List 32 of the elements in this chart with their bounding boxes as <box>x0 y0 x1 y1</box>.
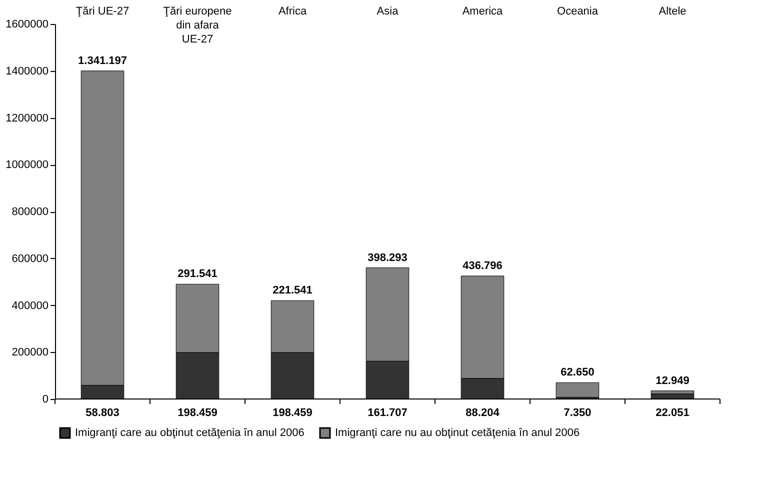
x-tick-label: Oceania <box>557 6 599 18</box>
data-label: 161.707 <box>368 407 408 419</box>
data-label: 198.459 <box>272 407 312 419</box>
data-label: 58.803 <box>86 407 120 419</box>
y-tick-label: 0 <box>42 394 48 406</box>
legend-label: Imigranţi care nu au obţinut cetăţenia în anul 2006 <box>335 427 580 439</box>
y-tick-label: 400000 <box>12 300 48 312</box>
data-label: 398.293 <box>368 252 408 264</box>
data-label: 22.051 <box>656 407 690 419</box>
legend-label: Imigranţi care au obţinut cetăţenia în anul 2006 <box>75 427 304 439</box>
y-tick-label: 1000000 <box>6 159 48 172</box>
data-label: 198.459 <box>178 407 218 419</box>
x-tick-label: Ţări europene din afara UE-27 <box>163 6 232 46</box>
data-label: 62.650 <box>560 366 594 379</box>
y-tick-label: 1200000 <box>6 112 48 124</box>
data-label: 88.204 <box>466 407 500 419</box>
y-tick-label: 600000 <box>12 252 48 265</box>
x-tick-label: Africa <box>278 6 308 18</box>
x-tick-label: Asia <box>376 6 400 18</box>
y-tick-label: 1600000 <box>6 18 48 30</box>
y-tick-label: 800000 <box>12 206 48 218</box>
y-tick-label: 200000 <box>12 346 48 359</box>
data-label: 1.341.197 <box>78 54 127 67</box>
data-label: 436.796 <box>462 260 502 272</box>
data-label: 12.949 <box>656 374 690 387</box>
x-tick-label: Altele <box>658 6 686 18</box>
x-tick-label: America <box>462 6 504 18</box>
data-label: 291.541 <box>178 268 218 280</box>
data-label: 7.350 <box>564 407 592 419</box>
x-tick-label: Ţări UE-27 <box>76 6 130 18</box>
y-tick-label: 1400000 <box>6 65 48 78</box>
data-label: 221.541 <box>272 284 312 297</box>
